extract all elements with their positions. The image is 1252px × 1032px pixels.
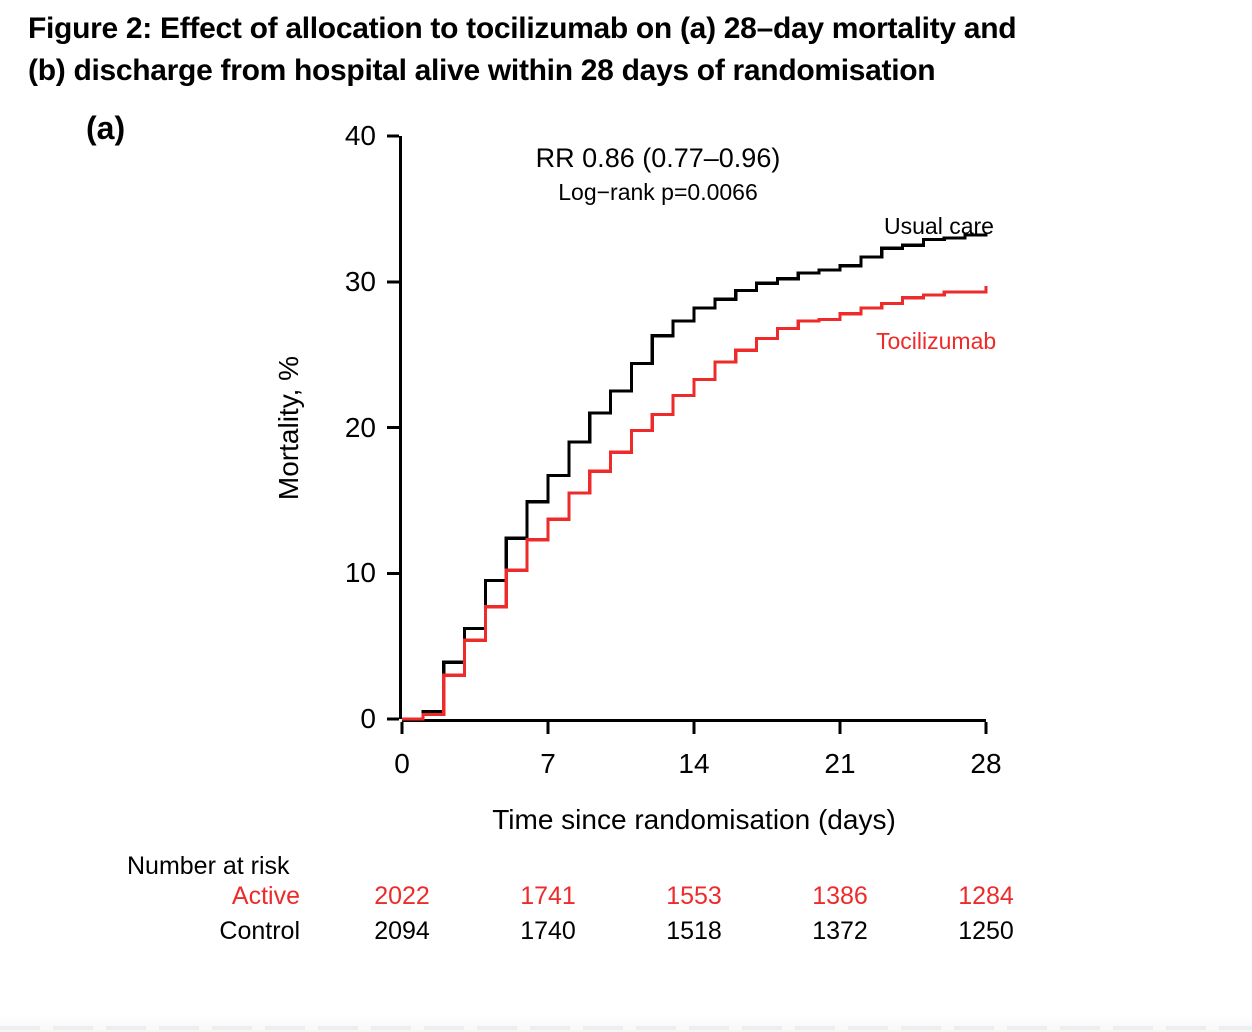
x-tick-label: 7 xyxy=(540,748,556,779)
x-axis-title: Time since randomisation (days) xyxy=(492,804,896,835)
rate-ratio-annotation: RR 0.86 (0.77–0.96) xyxy=(535,143,781,173)
risk-count: 1740 xyxy=(520,917,576,945)
risk-count: 1518 xyxy=(666,917,722,945)
risk-row-label-control: Control xyxy=(219,917,300,945)
y-tick-label: 40 xyxy=(344,120,376,151)
logrank-annotation: Log−rank p=0.0066 xyxy=(558,179,758,205)
x-tick-label: 21 xyxy=(824,748,856,779)
x-tick-label: 28 xyxy=(970,748,1002,779)
risk-count: 1284 xyxy=(958,882,1014,910)
next-page-edge xyxy=(0,1016,1252,1032)
risk-count: 1372 xyxy=(812,917,868,945)
x-tick-label: 14 xyxy=(678,748,710,779)
risk-count: 2094 xyxy=(374,917,430,945)
figure-title-line-2: (b) discharge from hospital alive within… xyxy=(28,54,936,87)
risk-count: 1386 xyxy=(812,882,868,910)
y-axis-title: Mortality, % xyxy=(273,355,304,501)
x-tick-label: 0 xyxy=(394,748,410,779)
risk-count: 1741 xyxy=(520,882,576,910)
y-tick-label: 0 xyxy=(360,703,376,734)
figure-title-line-1: Figure 2: Effect of allocation to tocili… xyxy=(28,12,1017,45)
usual-care-curve xyxy=(402,233,988,721)
risk-count: 1250 xyxy=(958,917,1014,945)
y-tick-label: 20 xyxy=(344,411,376,443)
y-tick-label: 30 xyxy=(344,265,376,297)
risk-count: 1553 xyxy=(666,882,722,910)
y-tick-label: 10 xyxy=(344,557,376,589)
number-at-risk-header: Number at risk xyxy=(127,852,290,880)
tocilizumab-curve xyxy=(402,286,988,721)
tocilizumab-curve-label: Tocilizumab xyxy=(876,328,997,354)
panel-a-label: (a) xyxy=(86,110,126,146)
risk-row-label-active: Active xyxy=(231,882,300,910)
usual-care-curve-label: Usual care xyxy=(884,213,994,239)
risk-count: 2022 xyxy=(374,882,430,910)
